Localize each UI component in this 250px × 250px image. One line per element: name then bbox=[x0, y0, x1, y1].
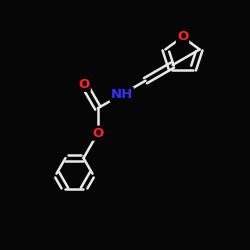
Text: NH: NH bbox=[110, 88, 133, 101]
Text: O: O bbox=[78, 78, 90, 91]
Text: O: O bbox=[177, 30, 188, 44]
Text: O: O bbox=[92, 127, 104, 140]
